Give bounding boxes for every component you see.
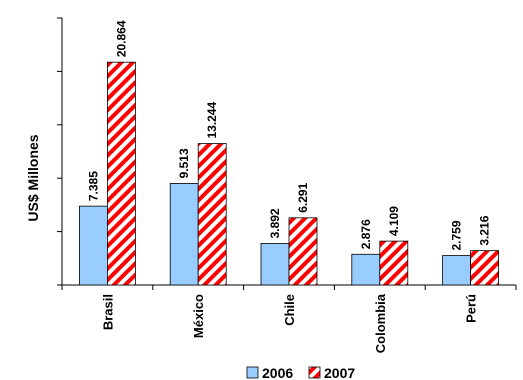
- bar-2006-méxico: [170, 183, 198, 285]
- category-label: Chile: [282, 294, 297, 326]
- value-label: 2.759: [450, 220, 464, 250]
- category-label: México: [191, 294, 206, 338]
- value-label: 9.513: [177, 148, 191, 178]
- bars: [79, 62, 498, 285]
- bar-2006-chile: [261, 243, 289, 285]
- y-axis-label: US$ Millones: [25, 134, 41, 221]
- bar-2007-colombia: [380, 241, 408, 285]
- legend-swatch: [247, 367, 258, 378]
- category-labels: Brasil México Chile Colombia Perú: [100, 293, 478, 353]
- category-label: Perú: [464, 294, 479, 323]
- bar-2007-perú: [471, 251, 499, 285]
- value-label: 3.216: [478, 215, 492, 245]
- value-label: 7.385: [86, 171, 100, 201]
- bar-2007-chile: [289, 218, 317, 285]
- legend-label: 2006: [262, 365, 293, 380]
- legend-label: 2007: [324, 365, 355, 380]
- bar-2006-colombia: [352, 254, 380, 285]
- value-label: 2.876: [359, 219, 373, 249]
- bar-2006-perú: [443, 256, 471, 285]
- category-label: Colombia: [373, 293, 388, 353]
- value-label: 4.109: [387, 206, 401, 236]
- value-label: 6.291: [296, 182, 310, 212]
- value-label: 13.244: [205, 102, 219, 139]
- legend-swatch: [309, 367, 320, 378]
- bar-2006-brasil: [79, 206, 107, 285]
- value-label: 3.892: [268, 208, 282, 238]
- value-label: 20.864: [114, 20, 128, 57]
- bar-2007-brasil: [107, 62, 135, 285]
- value-labels: 7.385 20.864 9.513 13.244 3.892 6.291 2.876 4.1…: [86, 20, 491, 250]
- bar-2007-méxico: [198, 144, 226, 285]
- legend: 2006 2007: [247, 365, 355, 380]
- category-label: Brasil: [100, 294, 115, 330]
